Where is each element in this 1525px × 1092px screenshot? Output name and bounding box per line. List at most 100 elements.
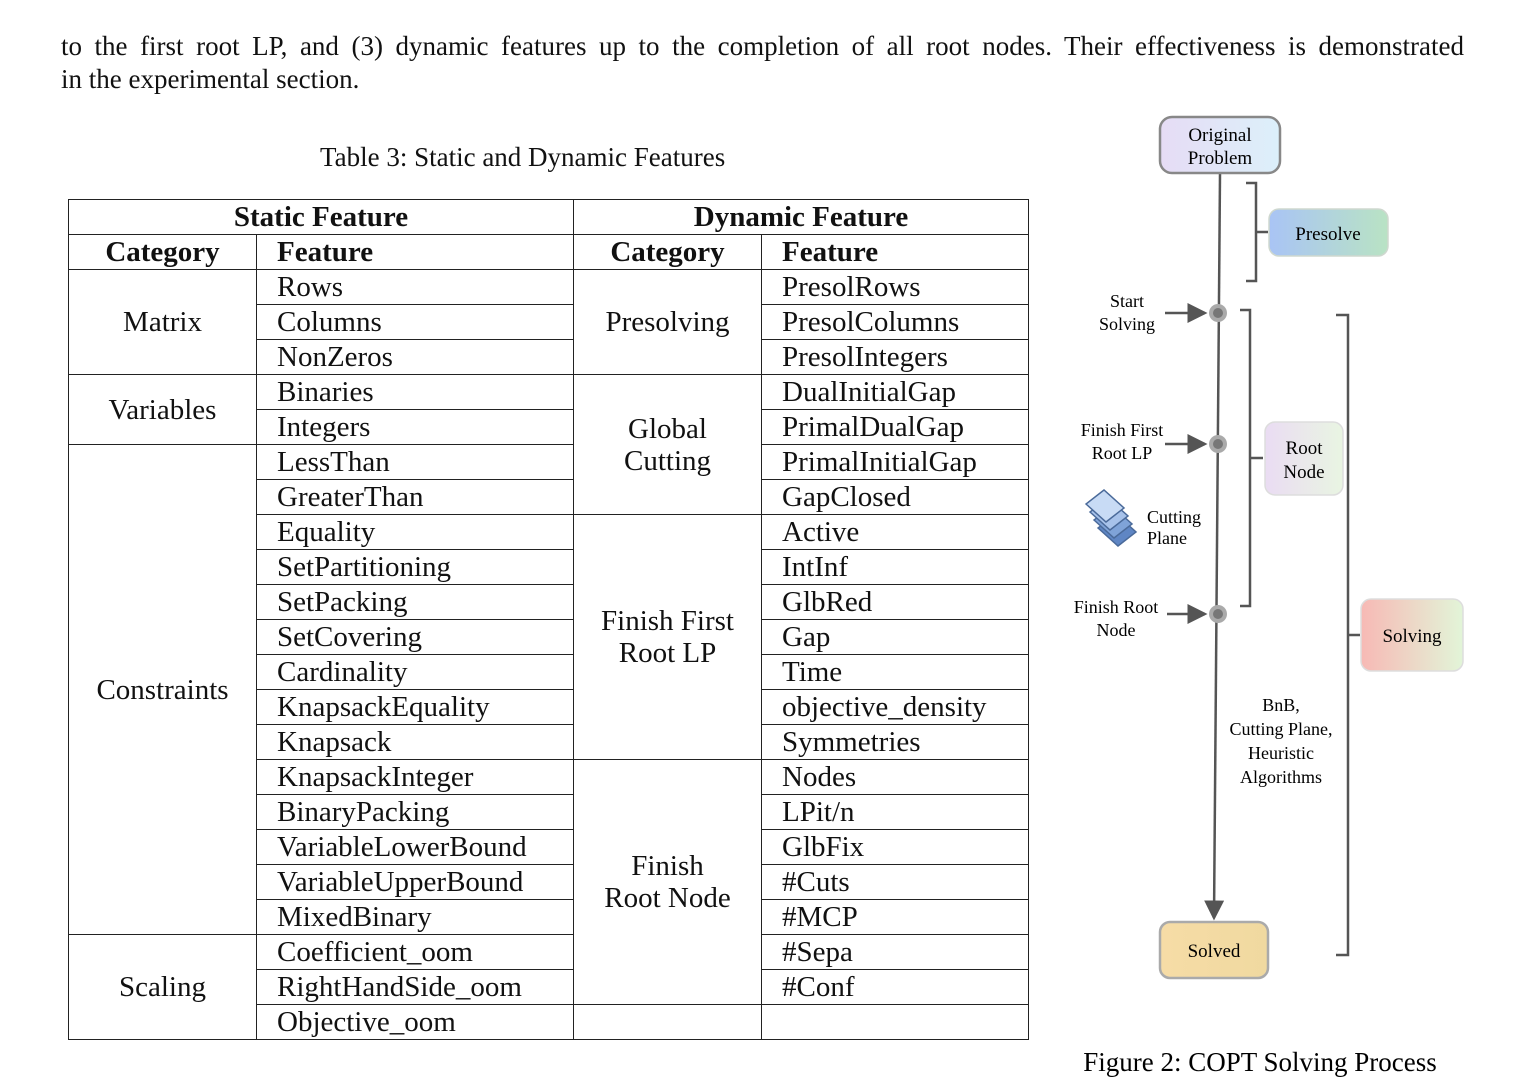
table-row: BinaryPacking LPit/n xyxy=(69,794,1029,830)
subheader-cell: Feature xyxy=(761,234,1029,270)
feature-cell: DualInitialGap xyxy=(761,374,1029,410)
header-row: Static Feature Dynamic Feature xyxy=(68,199,1029,235)
feature-cell: SetPartitioning xyxy=(256,549,574,585)
feature-cell: Cardinality xyxy=(256,654,574,690)
figure-text: Solving xyxy=(1382,626,1442,647)
feature-cell: PresolRows xyxy=(761,269,1029,305)
header-cell: Dynamic Feature xyxy=(573,199,1029,235)
table-row: SetPacking GlbRed xyxy=(69,584,1029,620)
category-cell: Global Cutting xyxy=(573,374,762,515)
feature-cell: PresolIntegers xyxy=(761,339,1029,375)
figure-text: Root xyxy=(1286,438,1324,459)
table-row: SetCovering Gap xyxy=(69,619,1029,655)
empty-cell xyxy=(761,1004,1029,1040)
category-line: Finish First xyxy=(601,605,734,637)
feature-table: Static Feature Dynamic Feature Category Fea… xyxy=(68,199,1029,1040)
feature-cell: RightHandSide_oom xyxy=(256,969,574,1005)
subheader-cell: Feature xyxy=(256,234,574,270)
paragraph-line: in the experimental section. xyxy=(61,64,360,94)
figure-text: Solving xyxy=(1099,314,1155,334)
feature-cell: Integers xyxy=(256,409,574,445)
table-row: Knapsack Symmetries xyxy=(69,724,1029,760)
figure-text: Cutting xyxy=(1147,507,1201,527)
stage-dots xyxy=(1209,304,1227,623)
category-line: Global xyxy=(628,412,707,445)
node-box xyxy=(1158,920,1270,980)
feature-cell: Knapsack xyxy=(256,724,574,760)
node-box xyxy=(1264,421,1344,496)
table-row: RightHandSide_oom #Conf xyxy=(69,969,1029,1005)
subheader-row: Category Feature Category Feature xyxy=(68,234,1029,270)
category-line: Constraints xyxy=(96,673,229,706)
table-row: NonZeros PresolIntegers xyxy=(69,339,1029,375)
figure-text: Root LP xyxy=(1092,443,1153,463)
category-cell: Scaling xyxy=(68,934,257,1040)
table-row: Integers PrimalDualGap xyxy=(69,409,1029,445)
table-row: GreaterThan GapClosed xyxy=(69,479,1029,515)
figure-text: Finish First xyxy=(1081,420,1164,440)
category-cell: Matrix xyxy=(68,269,257,375)
empty-cell xyxy=(573,1004,762,1040)
figure-text: Presolve xyxy=(1295,224,1360,245)
figure-text: Plane xyxy=(1147,528,1187,548)
flow-lines xyxy=(1165,173,1360,957)
feature-cell: GlbRed xyxy=(761,584,1029,620)
category-line: Root Node xyxy=(604,882,731,914)
feature-cell: GapClosed xyxy=(761,479,1029,515)
feature-cell: Gap xyxy=(761,619,1029,655)
category-line: Presolving xyxy=(605,306,730,338)
table-row: KnapsackInteger Finish Root Node Nodes xyxy=(69,759,1029,1005)
category-line: Matrix xyxy=(123,306,202,338)
table-row: Columns PresolColumns xyxy=(69,304,1029,340)
table-row: Matrix Rows Presolving PresolRows xyxy=(68,269,1029,375)
header-cell: Static Feature xyxy=(68,199,574,235)
table-row: VariableUpperBound #Cuts xyxy=(69,864,1029,900)
feature-cell: Columns xyxy=(256,304,574,340)
paragraph-line: to the first root LP, and (3) dynamic fe… xyxy=(61,31,1464,61)
feature-cell: PrimalDualGap xyxy=(761,409,1029,445)
feature-cell: Symmetries xyxy=(761,724,1029,760)
category-line: Scaling xyxy=(119,971,206,1003)
category-line: Variables xyxy=(108,393,217,426)
figure-text: Finish Root xyxy=(1074,597,1159,617)
table-row: MixedBinary #MCP xyxy=(69,899,1029,935)
category-cell: Finish First Root LP xyxy=(573,514,762,760)
feature-cell: LessThan xyxy=(256,444,574,480)
figure-text: Node xyxy=(1097,620,1136,640)
feature-cell: PresolColumns xyxy=(761,304,1029,340)
cutting-plane-icon xyxy=(1084,489,1138,547)
feature-cell: SetPacking xyxy=(256,584,574,620)
node-box xyxy=(1268,208,1389,257)
node-box xyxy=(1158,115,1282,175)
table-row: Equality Finish First Root LP Active xyxy=(69,514,1029,760)
feature-cell: Equality xyxy=(256,514,574,550)
table-row: Variables Binaries Global Cutting DualInitia… xyxy=(68,374,1029,515)
figure-text: Original xyxy=(1188,125,1251,146)
category-line: Finish xyxy=(631,850,704,882)
figure-text: BnB, xyxy=(1262,695,1300,715)
table-row: Constraints LessThan PrimalInitialGap xyxy=(68,444,1029,935)
figure-text: Problem xyxy=(1188,148,1253,169)
category-cell: Constraints xyxy=(68,444,257,935)
table-row: Objective_oom xyxy=(69,1004,1029,1040)
table-row: VariableLowerBound GlbFix xyxy=(69,829,1029,865)
feature-cell: #MCP xyxy=(761,899,1029,935)
category-cell: Variables xyxy=(68,374,257,445)
figure-text: Solved xyxy=(1188,941,1241,962)
figure-text: Algorithms xyxy=(1240,767,1322,787)
feature-cell: Active xyxy=(761,514,1029,550)
feature-cell: Objective_oom xyxy=(256,1004,574,1040)
feature-cell: BinaryPacking xyxy=(256,794,574,830)
node-box xyxy=(1360,598,1464,672)
feature-cell: #Cuts xyxy=(761,864,1029,900)
figure-text: Start xyxy=(1110,291,1144,311)
feature-cell: VariableLowerBound xyxy=(256,829,574,865)
category-cell: Presolving xyxy=(573,269,762,375)
table-row: Cardinality Time xyxy=(69,654,1029,690)
feature-cell: #Conf xyxy=(761,969,1029,1005)
feature-cell: MixedBinary xyxy=(256,899,574,935)
feature-cell: GreaterThan xyxy=(256,479,574,515)
table-caption: Table 3: Static and Dynamic Features xyxy=(320,142,726,172)
